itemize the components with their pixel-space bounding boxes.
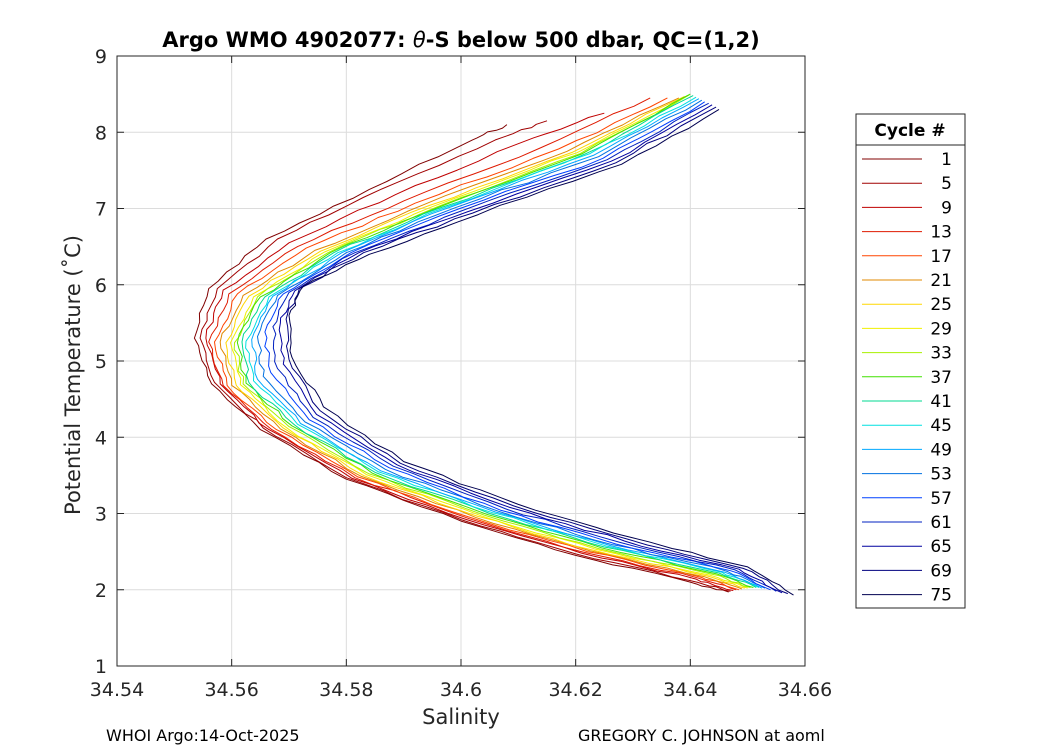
legend-label-cycle-17: 17 <box>930 247 952 267</box>
series-lines <box>193 93 794 596</box>
series-line-cycle-9 <box>205 112 734 591</box>
x-tick-label: 34.58 <box>319 679 373 701</box>
chart-title: Argo WMO 4902077: θ-S below 500 dbar, QC… <box>162 28 759 52</box>
series-line-cycle-45 <box>245 96 760 588</box>
series-line-cycle-5 <box>199 120 731 592</box>
legend-label-cycle-57: 57 <box>930 489 952 509</box>
legend-label-cycle-53: 53 <box>930 465 952 485</box>
legend-label-cycle-69: 69 <box>930 561 952 581</box>
legend-title: Cycle # <box>874 121 945 141</box>
series-line-cycle-41 <box>241 95 757 588</box>
y-tick-label: 7 <box>95 199 107 221</box>
series-line-cycle-57 <box>264 101 771 591</box>
series-line-cycle-37 <box>236 93 754 588</box>
footer-source: WHOI Argo:14-Oct-2025 <box>106 726 300 745</box>
series-line-cycle-25 <box>225 95 745 589</box>
series-line-cycle-21 <box>219 97 743 590</box>
legend-label-cycle-45: 45 <box>930 416 952 436</box>
legend-label-cycle-41: 41 <box>930 392 952 412</box>
footer-author: GREGORY C. JOHNSON at aoml <box>578 726 825 745</box>
series-line-cycle-53 <box>257 99 766 589</box>
y-tick-label: 8 <box>95 122 107 144</box>
legend-label-cycle-5: 5 <box>941 174 952 194</box>
legend-label-cycle-1: 1 <box>941 150 952 170</box>
series-line-cycle-69 <box>285 106 788 595</box>
legend-label-cycle-33: 33 <box>930 344 952 364</box>
series-line-cycle-65 <box>278 104 783 594</box>
series-line-cycle-13 <box>208 97 737 591</box>
series-line-cycle-49 <box>251 98 763 589</box>
y-tick-label: 2 <box>95 580 107 602</box>
series-line-cycle-17 <box>214 97 740 591</box>
x-tick-label: 34.54 <box>90 679 144 701</box>
x-tick-label: 34.66 <box>778 679 832 701</box>
x-axis-label: Salinity <box>422 705 500 729</box>
legend-label-cycle-25: 25 <box>930 295 952 315</box>
x-tick-label: 34.64 <box>663 679 717 701</box>
legend-entries: 1 5 9 13 17 21 25 29 33 37 41 45 49 53 57 61 65 69 75 <box>862 150 952 606</box>
y-tick-label: 1 <box>95 656 107 678</box>
y-tick-label: 5 <box>95 351 107 373</box>
series-line-cycle-1 <box>193 124 729 593</box>
y-axis-label: Potential Temperature (˚C) <box>61 235 85 515</box>
legend-label-cycle-65: 65 <box>930 537 952 557</box>
legend-label-cycle-29: 29 <box>930 319 952 339</box>
legend-label-cycle-37: 37 <box>930 368 952 388</box>
legend-label-cycle-75: 75 <box>930 586 952 606</box>
y-tick-label: 6 <box>95 275 107 297</box>
y-tick-label: 4 <box>95 427 107 449</box>
x-tick-label: 34.56 <box>204 679 258 701</box>
series-line-cycle-29 <box>230 95 748 589</box>
y-tick-label: 3 <box>95 504 107 526</box>
y-tick-label: 9 <box>95 46 107 68</box>
series-line-cycle-75 <box>288 108 794 596</box>
legend-label-cycle-9: 9 <box>941 198 952 218</box>
series-line-cycle-33 <box>233 94 751 588</box>
legend-label-cycle-61: 61 <box>930 513 952 533</box>
x-tick-label: 34.6 <box>440 679 482 701</box>
axis-ticks: 34.54 34.56 34.58 34.6 34.62 34.64 34.66 1 2 3 4 5 6… <box>90 46 832 701</box>
legend-label-cycle-49: 49 <box>930 440 952 460</box>
x-tick-label: 34.62 <box>548 679 602 701</box>
legend-label-cycle-13: 13 <box>930 223 952 243</box>
legend-label-cycle-21: 21 <box>930 271 952 291</box>
legend-box <box>855 113 966 609</box>
legend: Cycle # 1 5 9 13 17 21 25 29 33 37 41 45 49 53 57 61 65 6… <box>855 113 966 609</box>
series-line-cycle-61 <box>272 102 777 592</box>
